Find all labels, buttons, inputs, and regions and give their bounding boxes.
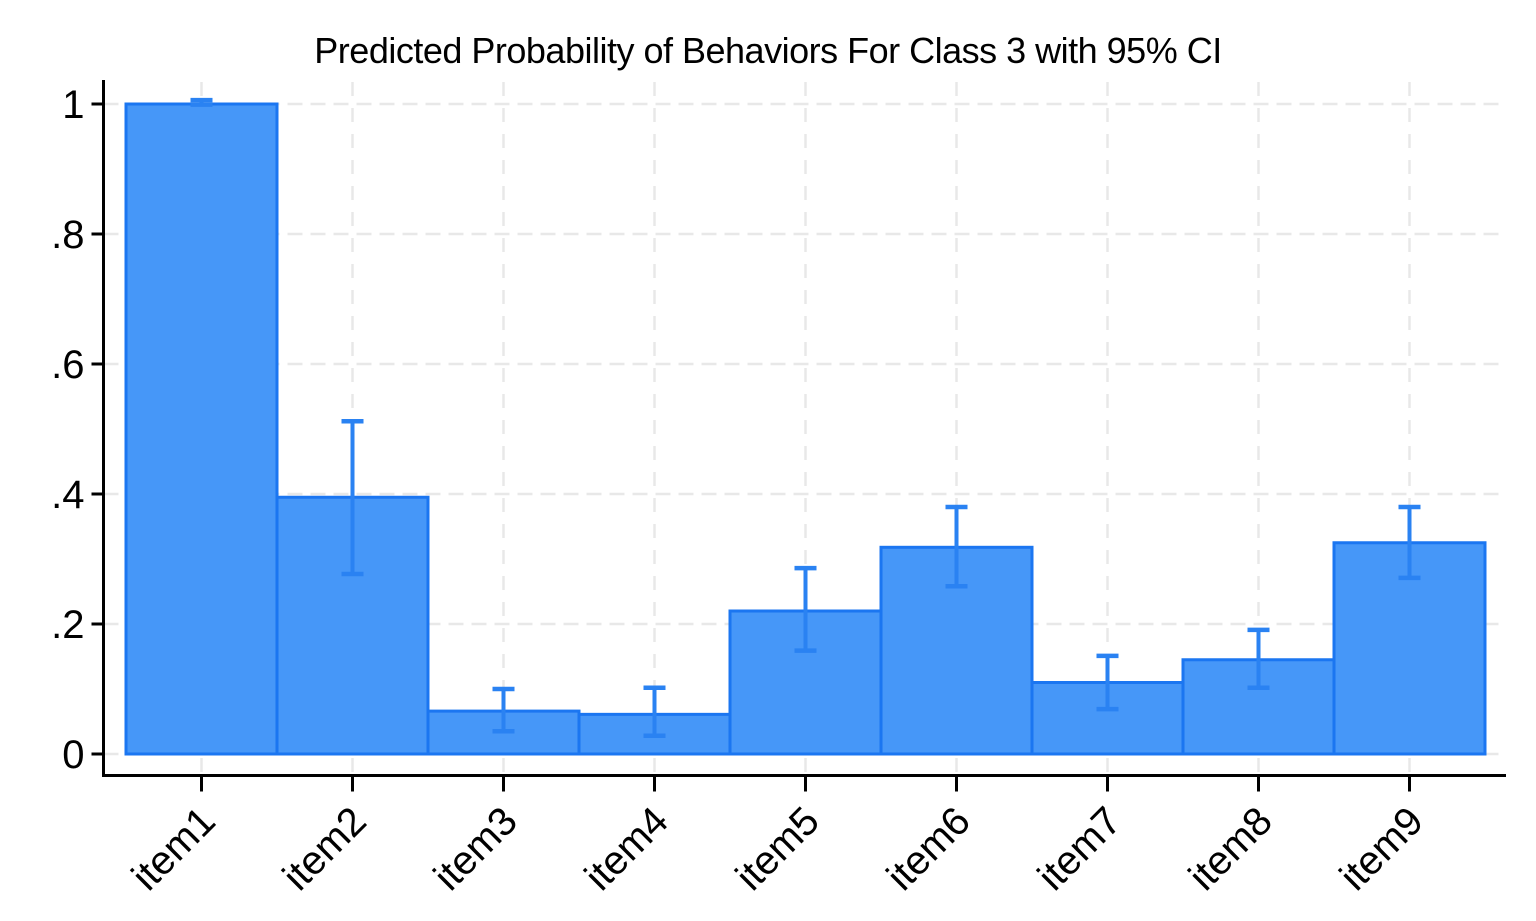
x-tick-label-item2: item2 — [275, 799, 375, 899]
x-tick-label-item4: item4 — [577, 799, 677, 899]
y-tick-label-0: 0 — [62, 733, 84, 777]
y-tick-label-.4: .4 — [51, 473, 84, 517]
x-tick-label-item3: item3 — [426, 799, 526, 899]
y-tick-label-.2: .2 — [51, 603, 84, 647]
bar-item1 — [124, 102, 279, 756]
x-tick-label-item9: item9 — [1332, 799, 1432, 899]
x-tick-label-item6: item6 — [879, 799, 979, 899]
x-tick-label-item5: item5 — [728, 799, 828, 899]
bar-item2 — [275, 495, 430, 756]
x-tick-label-item7: item7 — [1030, 799, 1130, 899]
y-tick-label-.6: .6 — [51, 343, 84, 387]
x-tick-label-item8: item8 — [1181, 799, 1281, 899]
chart-title: Predicted Probability of Behaviors For C… — [314, 30, 1222, 71]
y-tick-label-.8: .8 — [51, 213, 84, 257]
y-tick-label-1: 1 — [62, 83, 84, 127]
x-tick-label-item1: item1 — [124, 799, 224, 899]
